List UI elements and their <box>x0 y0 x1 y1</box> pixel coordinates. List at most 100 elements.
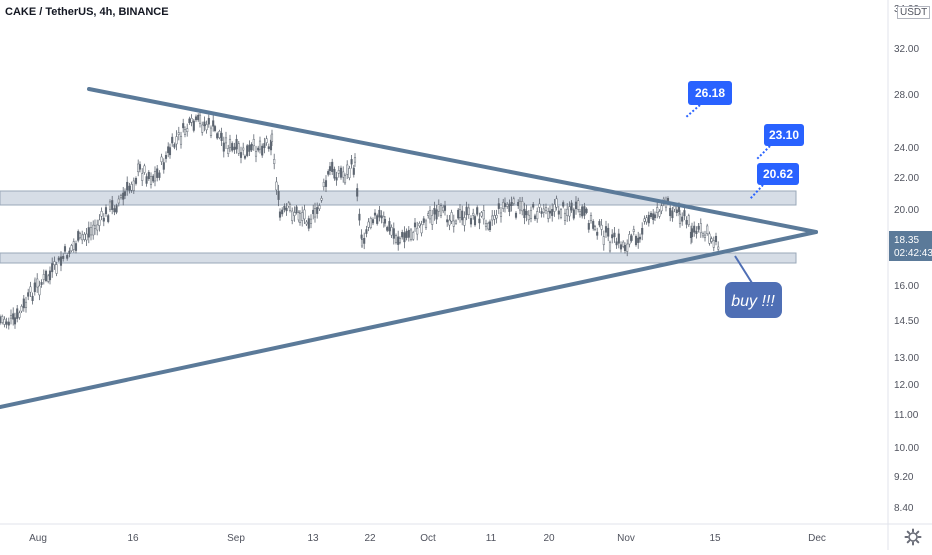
candle-body <box>13 317 17 325</box>
candle-body <box>495 214 498 219</box>
candle-body <box>424 220 428 229</box>
buy-annotation[interactable]: buy !!! <box>725 255 782 318</box>
candle-body <box>277 191 280 200</box>
time-axis-label: 11 <box>486 533 497 544</box>
candle-body <box>685 219 688 225</box>
candle-body <box>412 232 415 240</box>
candle-body <box>433 207 436 215</box>
candle-body <box>162 162 165 170</box>
buy-bubble <box>725 282 782 318</box>
currency-label[interactable]: USDT <box>897 6 931 19</box>
candle-body <box>257 147 260 151</box>
price-axis-label: 32.00 <box>894 44 919 55</box>
candle-body <box>293 212 296 216</box>
candle-body <box>360 234 363 239</box>
candle-body <box>57 257 60 261</box>
candle-body <box>589 215 593 221</box>
candle-body <box>673 205 676 210</box>
candle-body <box>538 203 541 208</box>
candle-body <box>596 231 599 236</box>
candle-body <box>574 201 578 210</box>
candle-body <box>604 226 608 233</box>
candle-body <box>205 124 208 131</box>
candle-body <box>634 236 638 245</box>
descending-trendline[interactable] <box>87 87 818 234</box>
candle-body <box>638 236 642 240</box>
candle-body <box>390 227 393 236</box>
candle-body <box>89 227 93 236</box>
target-callout-2[interactable]: 23.10 <box>756 124 804 160</box>
candle-body <box>506 204 509 207</box>
candle-body <box>675 209 678 214</box>
candle-body <box>198 114 202 124</box>
candle-body <box>581 206 584 217</box>
candle-body <box>98 219 101 226</box>
candle-body <box>87 227 90 238</box>
candle-body <box>337 170 340 174</box>
support-zone <box>0 252 797 264</box>
candle-body <box>263 143 266 149</box>
ascending-trendline[interactable] <box>0 230 818 409</box>
candle-body <box>566 208 569 216</box>
candle-body <box>452 220 455 227</box>
candle-body <box>31 295 34 302</box>
candle-body <box>514 212 518 218</box>
candle-body <box>235 138 238 150</box>
candle-body <box>228 138 232 148</box>
candle-body <box>285 207 288 212</box>
candle-body <box>348 168 351 179</box>
candle-body <box>473 216 477 226</box>
candle-body <box>517 202 520 207</box>
target-pointer <box>684 104 701 119</box>
candle-body <box>307 218 310 229</box>
target-badge <box>757 163 799 185</box>
target-callout-3[interactable]: 20.62 <box>749 163 799 200</box>
candle-body <box>153 171 157 182</box>
candle-body <box>68 250 71 254</box>
candle-body <box>93 225 97 229</box>
candle-body <box>258 140 262 150</box>
candle-body <box>47 275 50 282</box>
candle-body <box>398 238 402 243</box>
candle-body <box>420 224 423 234</box>
candle-body <box>401 232 404 238</box>
candle-body <box>177 132 180 135</box>
candle-body <box>102 217 105 222</box>
candle-body <box>224 137 228 144</box>
candle-body <box>320 197 323 201</box>
candle-body <box>542 208 545 213</box>
candle-body <box>132 180 135 191</box>
candle-body <box>278 211 282 218</box>
price-axis[interactable]: 34.0032.0028.0024.0022.0020.0016.0014.50… <box>894 4 919 514</box>
candle-body <box>194 116 198 121</box>
gear-icon[interactable] <box>904 528 922 546</box>
candle-body <box>239 152 243 158</box>
candle-body <box>376 215 379 224</box>
candle-body <box>493 215 496 220</box>
candle-body <box>171 136 174 144</box>
time-axis-label: 20 <box>543 533 555 544</box>
candle-body <box>175 136 178 145</box>
candle-body <box>563 212 567 221</box>
candle-body <box>273 159 276 164</box>
candle-body <box>697 225 700 230</box>
candle-body <box>213 126 217 131</box>
candle-body <box>44 270 48 282</box>
candle-body <box>40 282 43 285</box>
target-callout-1[interactable]: 26.18 <box>684 81 732 119</box>
price-axis-label: 24.00 <box>894 143 919 154</box>
candle-body <box>53 261 56 266</box>
candle-body <box>448 219 451 226</box>
candle-body <box>141 173 144 181</box>
candle-body <box>619 244 623 250</box>
candle-body <box>137 163 140 173</box>
candle-body <box>333 168 336 179</box>
time-axis[interactable]: Aug 16 Sep 13 22 Oct 11 20 Nov 15 Dec <box>29 533 826 544</box>
candle-body <box>578 211 582 216</box>
candle-body <box>598 221 601 226</box>
candle-body <box>472 212 475 216</box>
candle-body <box>63 246 67 252</box>
candle-body <box>491 215 494 221</box>
